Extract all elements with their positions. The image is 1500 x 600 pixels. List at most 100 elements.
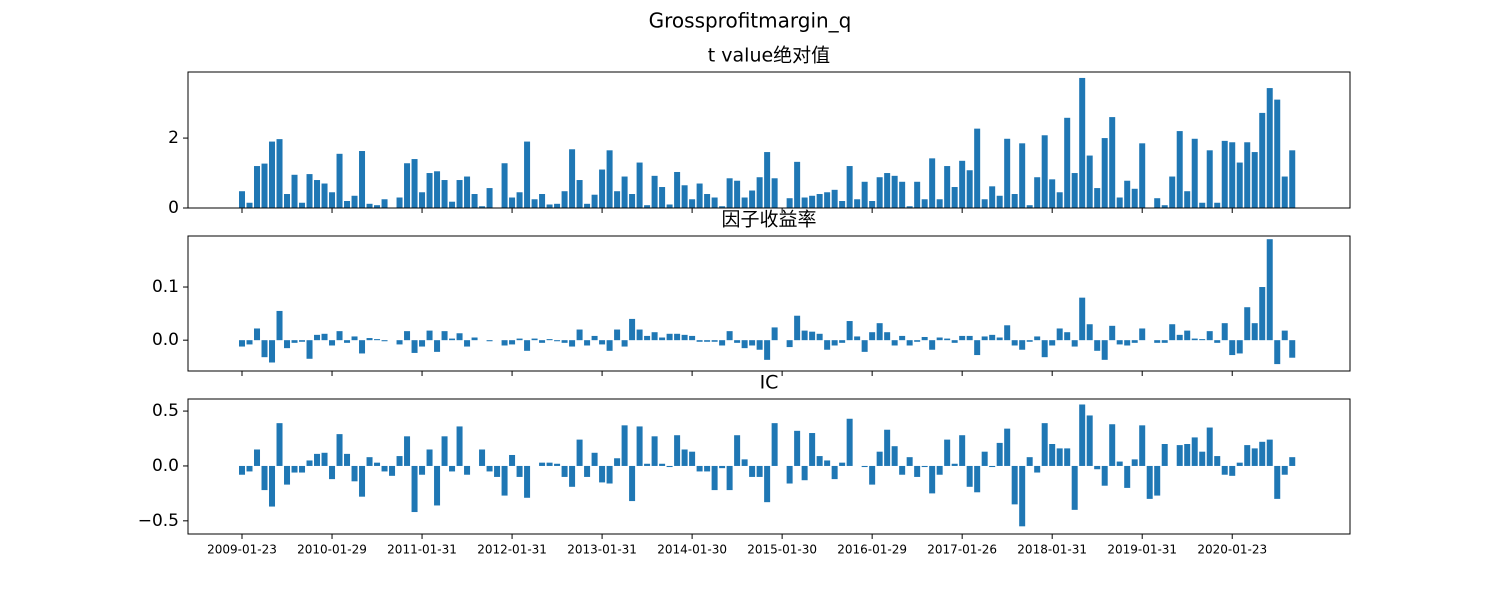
bar <box>906 457 913 466</box>
bar <box>696 465 703 472</box>
bar <box>681 334 688 341</box>
bar <box>936 337 943 341</box>
bar <box>344 340 351 343</box>
bar <box>449 465 456 472</box>
bar <box>1109 325 1116 341</box>
bar <box>359 465 366 497</box>
bar <box>1176 131 1183 208</box>
bar <box>696 183 703 208</box>
bar <box>569 340 576 347</box>
bar <box>539 194 546 208</box>
bar <box>336 153 343 208</box>
bar <box>666 333 673 341</box>
bar <box>261 465 268 491</box>
bar <box>839 340 846 343</box>
bar <box>831 189 838 208</box>
bar <box>1079 297 1086 341</box>
bar <box>516 338 523 341</box>
bar <box>464 340 471 347</box>
bar <box>606 465 613 484</box>
bar <box>936 199 943 208</box>
bar <box>1026 457 1033 466</box>
bar <box>966 465 973 487</box>
bar <box>509 340 516 345</box>
bar <box>1184 330 1191 341</box>
bar <box>1064 117 1071 208</box>
bar <box>434 465 441 506</box>
bar <box>1071 173 1078 208</box>
bar <box>284 340 291 349</box>
bar <box>419 192 426 208</box>
bar <box>246 340 253 345</box>
y-tick-label: 2 <box>168 128 179 148</box>
bar <box>1101 465 1108 486</box>
bar <box>419 465 426 475</box>
bar <box>434 171 441 208</box>
bar <box>1236 462 1243 466</box>
bar <box>524 141 531 208</box>
bar <box>951 340 958 343</box>
bar <box>749 465 756 477</box>
bar <box>614 191 621 208</box>
bar <box>1004 325 1011 341</box>
axes-frame <box>187 398 1351 535</box>
bar <box>1056 448 1063 466</box>
bar <box>246 202 253 208</box>
bar <box>276 139 283 208</box>
bar <box>951 463 958 466</box>
bar <box>554 340 561 342</box>
bar <box>794 430 801 466</box>
bar <box>501 340 508 346</box>
bar <box>1049 444 1056 466</box>
bar <box>1034 177 1041 208</box>
bar <box>899 335 906 341</box>
x-tick-label: 2011-01-31 <box>387 543 457 557</box>
bar <box>524 340 531 351</box>
x-tick-label: 2010-01-29 <box>297 543 367 557</box>
bar <box>861 181 868 208</box>
bar <box>471 337 478 341</box>
bar <box>809 331 816 341</box>
bar <box>1161 340 1168 343</box>
bar <box>1041 340 1048 358</box>
bar <box>734 180 741 208</box>
bar <box>981 336 988 341</box>
bar <box>861 340 868 352</box>
bar <box>396 340 403 345</box>
bar <box>501 163 508 208</box>
y-tick-label: 0 <box>168 198 179 218</box>
bar <box>1071 465 1078 510</box>
bar <box>501 465 508 496</box>
bar <box>1251 152 1258 208</box>
bar <box>704 194 711 208</box>
bar <box>269 141 276 208</box>
x-tick-label: 2016-01-29 <box>837 543 907 557</box>
bar <box>1221 465 1228 475</box>
bar <box>824 192 831 208</box>
y-tick-label: −0.5 <box>138 511 179 531</box>
bar <box>591 335 598 341</box>
bar <box>1274 465 1281 499</box>
bar <box>1161 444 1168 466</box>
bar <box>959 160 966 208</box>
bar <box>1259 441 1266 466</box>
bar <box>929 465 936 494</box>
bar <box>734 435 741 466</box>
bar <box>764 152 771 208</box>
bar <box>1071 340 1078 347</box>
bar <box>1094 465 1101 470</box>
bar <box>576 329 583 341</box>
bar <box>944 338 951 341</box>
bar <box>1244 445 1251 466</box>
bar <box>869 332 876 341</box>
bar <box>816 456 823 466</box>
bar <box>591 194 598 208</box>
bar <box>1214 202 1221 208</box>
bar <box>899 465 906 475</box>
bar <box>1289 340 1296 358</box>
bar <box>1266 88 1273 208</box>
bar <box>839 462 846 466</box>
x-tick-label: 2020-01-23 <box>1197 543 1267 557</box>
bar <box>471 194 478 208</box>
bar <box>869 201 876 208</box>
